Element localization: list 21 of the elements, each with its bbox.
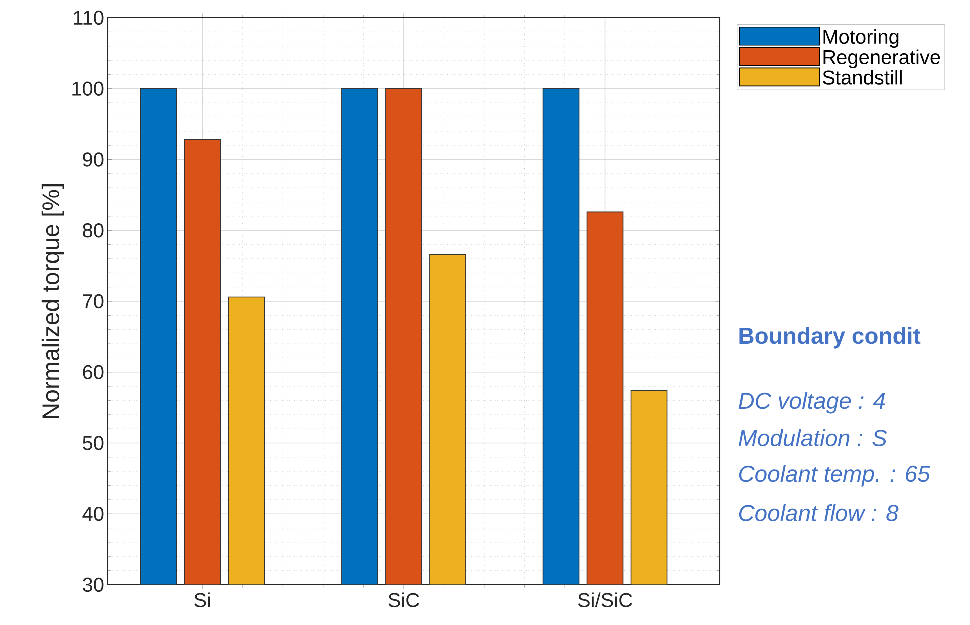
text: DC voltage : 4 [738, 392, 886, 414]
y-tick-label: 60 [83, 365, 104, 380]
text: Boundary condit [740, 327, 921, 349]
x-tick-label: Si [194, 592, 210, 608]
y-tick-label: 110 [74, 10, 104, 26]
y-tick-label: 90 [83, 152, 104, 167]
y-tick-label: 30 [83, 578, 104, 592]
y-tick-label: 70 [83, 294, 104, 309]
y-axis-title: Normalized torque [%] [42, 184, 64, 418]
text: Coolant flow : 8 [739, 504, 899, 522]
legend-label: Standstill [823, 70, 902, 85]
text: Modulation : S [738, 430, 888, 446]
legend-label: Regenerative [824, 50, 940, 68]
y-tick-label: 40 [82, 507, 104, 522]
x-tick-label: Si/SiC [578, 592, 632, 608]
y-tick-label: 80 [83, 224, 104, 238]
y-tick-label: 50 [83, 436, 104, 450]
y-tick-label: 100 [72, 82, 104, 96]
legend-label: Motoring [824, 29, 899, 48]
text: Coolant temp. : 65 [739, 465, 930, 487]
x-tick-label: SiC [388, 592, 420, 608]
